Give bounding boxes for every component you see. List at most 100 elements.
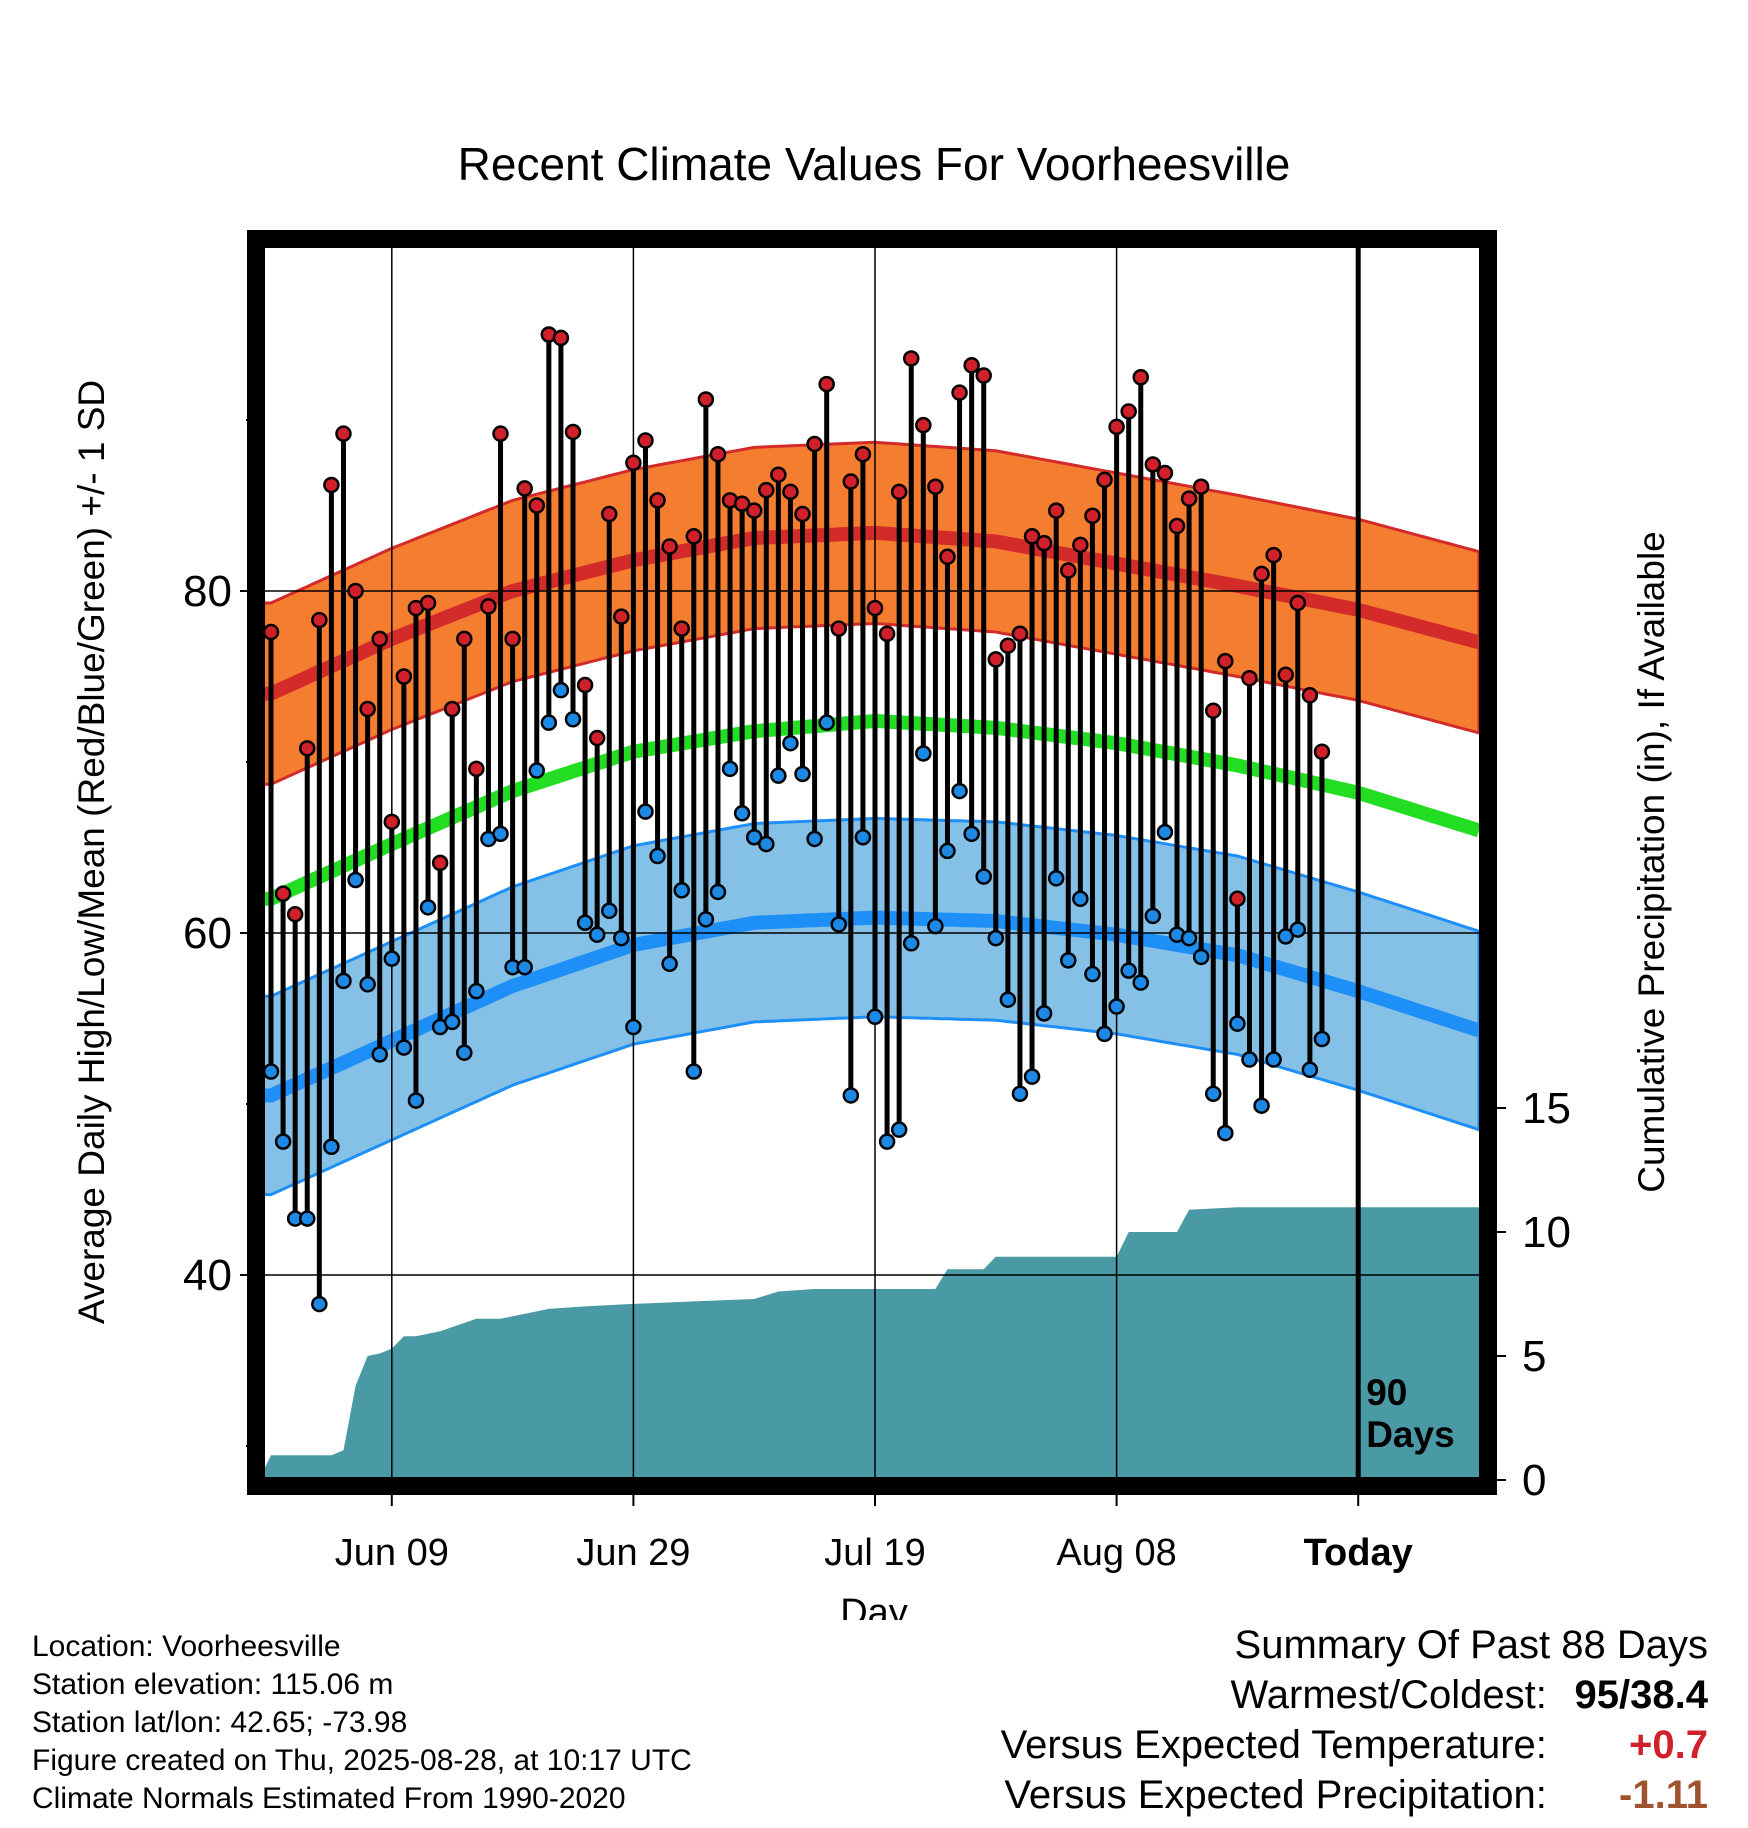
y-tick-label: 40 (183, 1251, 232, 1300)
daily-high-point (371, 630, 388, 648)
daily-high-point (1313, 743, 1331, 760)
created-text: Figure created on Thu, 2025-08-28, at 10… (32, 1744, 692, 1777)
x-tick-label: Jun 09 (335, 1532, 449, 1574)
daily-low-point (975, 868, 992, 885)
daily-low-point (1132, 974, 1150, 991)
plot-frame (247, 230, 1497, 1495)
daily-high-point (528, 497, 546, 514)
daily-high-point (443, 700, 461, 718)
daily-low-point (745, 828, 763, 846)
daily-high-point (576, 676, 594, 694)
daily-high-point (286, 905, 304, 923)
daily-low-point (1289, 921, 1307, 938)
daily-low-point (552, 681, 570, 699)
daily-high-point (1144, 456, 1162, 473)
daily-low-point (697, 911, 715, 928)
daily-high-point (613, 608, 630, 625)
precip-tick-label: 10 (1522, 1208, 1571, 1257)
daily-high-point (1023, 528, 1041, 545)
daily-low-point (661, 955, 678, 973)
daily-low-point (613, 929, 630, 947)
daily-high-point (902, 350, 920, 367)
daily-low-point (1084, 965, 1101, 983)
daily-high-point (818, 375, 835, 393)
daily-high-point (1301, 687, 1319, 704)
daily-high-point (552, 329, 570, 347)
y-tick-label: 80 (183, 567, 232, 616)
daily-low-point (1204, 1085, 1222, 1102)
daily-high-point (468, 760, 485, 778)
daily-low-point (371, 1046, 388, 1063)
daily-low-point (951, 782, 968, 800)
daily-low-point (588, 926, 606, 943)
daily-low-point (1217, 1124, 1234, 1142)
daily-low-point (323, 1138, 340, 1155)
daily-high-point (890, 483, 908, 501)
daily-high-point (866, 599, 884, 617)
daily-high-point (1120, 403, 1137, 420)
chart-title: Recent Climate Values For Voorheesville (458, 138, 1291, 190)
daily-high-point (1229, 890, 1246, 908)
daily-high-point (1060, 562, 1077, 579)
daily-low-point (866, 1008, 884, 1026)
daily-low-point (770, 767, 787, 784)
temp-label: Versus Expected Temperature: (1000, 1723, 1547, 1767)
daily-low-point (456, 1044, 473, 1061)
daily-low-point (468, 982, 485, 1000)
daily-low-point (1241, 1051, 1258, 1068)
daily-low-point (1277, 928, 1294, 945)
precip-area (262, 1207, 1479, 1480)
daily-high-point (999, 637, 1017, 654)
latlon-text: Station lat/lon: 42.65; -73.98 (32, 1706, 408, 1739)
daily-low-point (1265, 1051, 1282, 1068)
daily-high-point (685, 528, 703, 545)
daily-low-point (963, 825, 980, 843)
daily-low-point (1120, 962, 1137, 979)
daily-low-point (685, 1063, 703, 1080)
daily-low-point (1096, 1025, 1113, 1043)
daily-high-point (745, 502, 763, 519)
precip-tick-label: 5 (1522, 1332, 1546, 1381)
daily-high-point (504, 630, 521, 648)
daily-high-point (794, 505, 811, 523)
daily-low-point (298, 1210, 316, 1227)
daily-high-point (878, 625, 896, 642)
daily-low-point (733, 805, 751, 822)
daily-low-point (311, 1295, 328, 1313)
daily-high-point (383, 813, 401, 831)
daily-low-point (830, 916, 848, 933)
daily-low-point (516, 958, 533, 976)
daily-low-point (395, 1039, 413, 1056)
daily-low-point (274, 1133, 292, 1150)
daily-high-point (1192, 478, 1210, 495)
daily-low-point (576, 914, 594, 931)
x-tick-label: Jun 29 (576, 1532, 690, 1574)
climate-chart: Recent Climate Values For Voorheesville … (71, 0, 1672, 1620)
daily-low-point (709, 883, 727, 901)
daily-low-point (600, 902, 618, 920)
location-text: Location: Voorheesville (32, 1630, 341, 1663)
daily-high-point (649, 492, 666, 509)
daily-low-point (1301, 1061, 1319, 1079)
daily-high-point (262, 623, 280, 641)
warmest-value: 95/38.4 (1574, 1673, 1708, 1717)
daily-high-point (1339, 0, 1353, 7)
precip-value: -1.11 (1619, 1773, 1708, 1817)
daily-low-point (782, 734, 799, 752)
precip-tick-label: 15 (1522, 1084, 1571, 1133)
daily-high-point (770, 466, 787, 483)
daily-high-point (625, 454, 642, 471)
daily-low-point (915, 745, 932, 762)
daily-low-point (625, 1018, 642, 1036)
daily-low-point (673, 882, 690, 899)
daily-high-point (1265, 546, 1282, 564)
daily-high-point (963, 357, 980, 374)
daily-high-point (806, 435, 823, 453)
daily-high-point (480, 598, 497, 615)
daily-high-point (323, 476, 340, 494)
daily-low-point (806, 830, 823, 848)
daily-high-point (419, 594, 437, 612)
daily-high-point (492, 425, 509, 442)
daily-low-point (1047, 870, 1065, 887)
warmest-coldest-row: Warmest/Coldest: 95/38.4 (1001, 1670, 1709, 1720)
